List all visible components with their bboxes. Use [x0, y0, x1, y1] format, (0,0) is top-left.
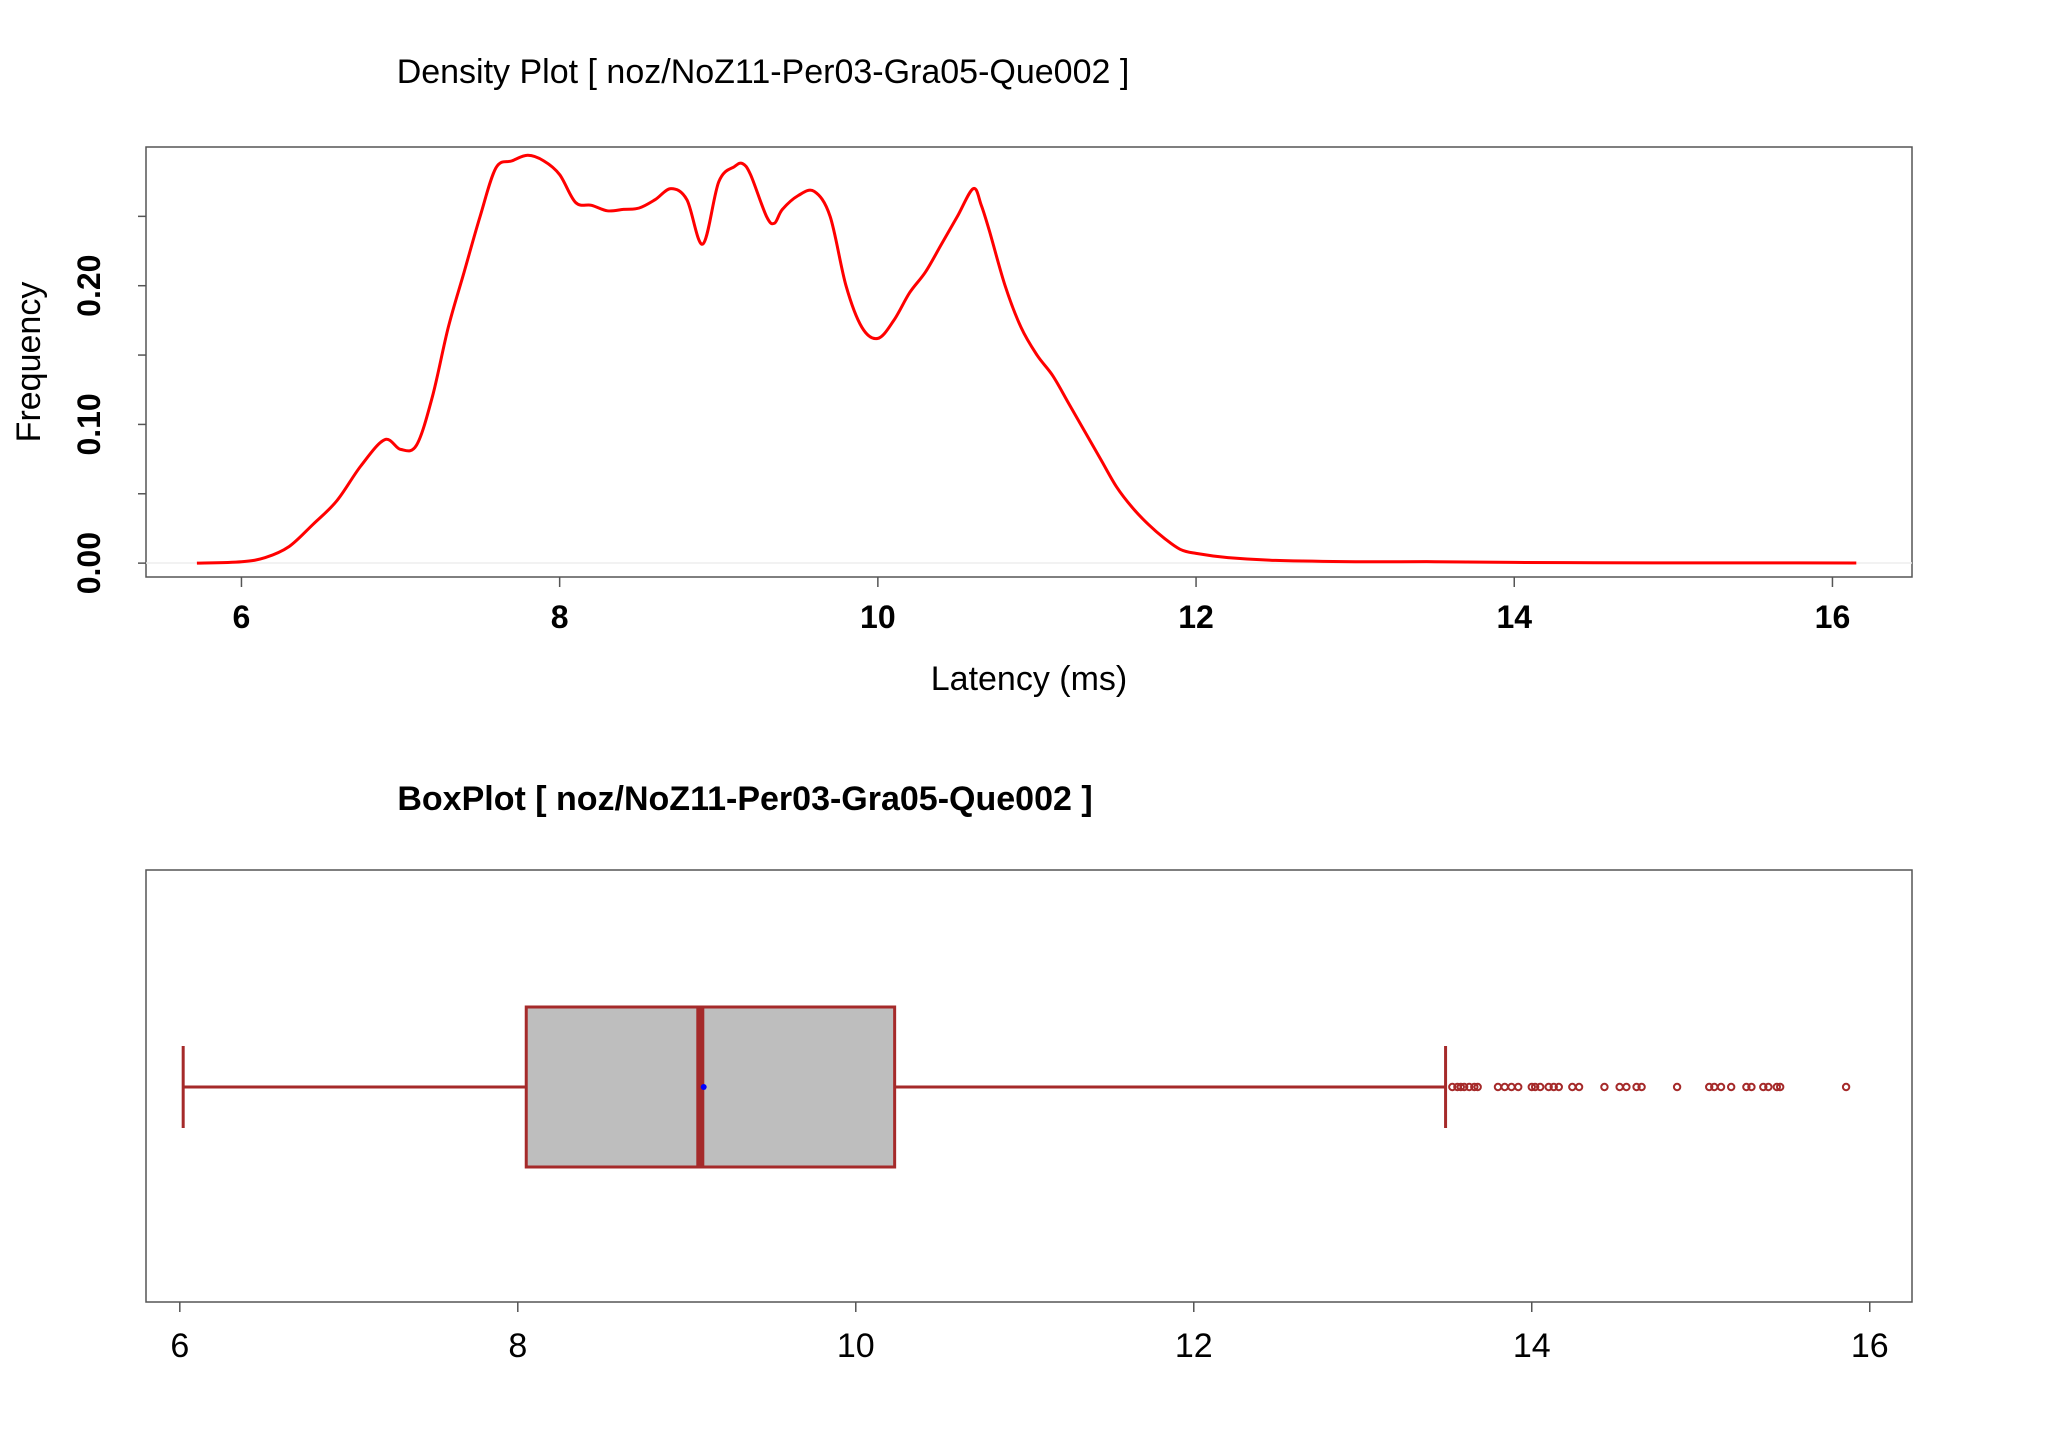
box-outlier-point	[1574, 1082, 1584, 1092]
box-outlier-point	[1514, 1082, 1523, 1092]
box-outlier-point	[1775, 1082, 1785, 1092]
box-outlier-point	[1705, 1082, 1714, 1092]
density-x-axis-label: Latency (ms)	[931, 660, 1128, 698]
density-y-axis-label: Frequency	[10, 282, 48, 443]
box-x-tick-label: 8	[508, 1327, 527, 1365]
box-x-tick-label: 6	[170, 1327, 189, 1365]
density-y-tick-label: 0.10	[71, 393, 107, 455]
box-outlier-point	[1615, 1082, 1624, 1092]
box-outlier-point	[1772, 1082, 1782, 1092]
box-outlier-point	[1536, 1082, 1545, 1092]
density-x-tick-label: 8	[551, 599, 569, 635]
box-outlier-point	[1527, 1082, 1536, 1092]
box-outlier-point	[1465, 1082, 1474, 1092]
density-x-ticks: 6 8 10 12 14 16	[233, 577, 1851, 635]
box-plot-frame	[145, 869, 1913, 1303]
box-outlier-point	[1507, 1082, 1516, 1092]
density-y-ticks: 0.00 0.10 0.20	[71, 215, 146, 594]
density-plot-panel: Density Plot [ noz/NoZ11-Per03-Gra05-Que…	[10, 53, 1913, 698]
density-curve-line	[196, 153, 1857, 565]
box-outlier-point	[1544, 1082, 1553, 1092]
box-outlier-point	[1710, 1082, 1719, 1092]
box-outlier-point	[1549, 1082, 1558, 1092]
box-x-tick-label: 10	[837, 1327, 875, 1365]
density-x-tick-label: 14	[1496, 599, 1532, 635]
box-outlier-point	[1747, 1082, 1756, 1092]
box-outlier-point	[1716, 1082, 1726, 1092]
box-outlier-point	[1759, 1082, 1768, 1092]
box-mean-point	[700, 1084, 707, 1090]
density-plot-title: Density Plot [ noz/NoZ11-Per03-Gra05-Que…	[397, 53, 1130, 91]
box-outlier-point	[1841, 1082, 1851, 1092]
box-outlier-point	[1554, 1082, 1564, 1092]
box-x-tick-label: 12	[1175, 1327, 1213, 1365]
box-outlier-point	[1530, 1082, 1540, 1092]
box-plot-marks	[181, 1005, 1851, 1169]
box-outlier-point	[1600, 1082, 1609, 1092]
density-x-tick-label: 12	[1178, 599, 1214, 635]
box-outlier-point	[1764, 1082, 1773, 1092]
density-y-tick-label: 0.00	[71, 532, 107, 594]
box-outlier-point	[1742, 1082, 1751, 1092]
box-outlier-point	[1726, 1082, 1736, 1092]
box-outlier-point	[1470, 1082, 1479, 1092]
box-outlier-point	[1473, 1082, 1482, 1092]
box-outlier-point	[1448, 1082, 1457, 1092]
density-y-tick-label: 0.20	[71, 255, 107, 317]
box-outlier-point	[1493, 1082, 1503, 1092]
density-x-tick-label: 10	[860, 599, 896, 635]
box-outlier-point	[1632, 1082, 1641, 1092]
box-plot-panel: BoxPlot [ noz/NoZ11-Per03-Gra05-Que002 ]…	[145, 780, 1913, 1365]
box-plot-title: BoxPlot [ noz/NoZ11-Per03-Gra05-Que002 ]	[397, 780, 1092, 818]
box-outlier-point	[1568, 1082, 1577, 1092]
box-outlier-point	[1672, 1082, 1682, 1092]
box-x-tick-label: 16	[1851, 1327, 1889, 1365]
box-x-ticks: 6 8 10 12 14 16	[170, 1302, 1889, 1365]
density-x-tick-label: 16	[1815, 599, 1851, 635]
box-outlier-point	[1637, 1082, 1646, 1092]
box-outlier-point	[1500, 1082, 1509, 1092]
density-x-tick-label: 6	[233, 599, 251, 635]
box-outlier-point	[1456, 1082, 1465, 1092]
box-x-tick-label: 14	[1513, 1327, 1551, 1365]
box-outlier-point	[1622, 1082, 1631, 1092]
density-plot-frame	[145, 146, 1913, 578]
box-outlier-point	[1459, 1082, 1469, 1092]
box-iqr-rect	[524, 1005, 897, 1169]
